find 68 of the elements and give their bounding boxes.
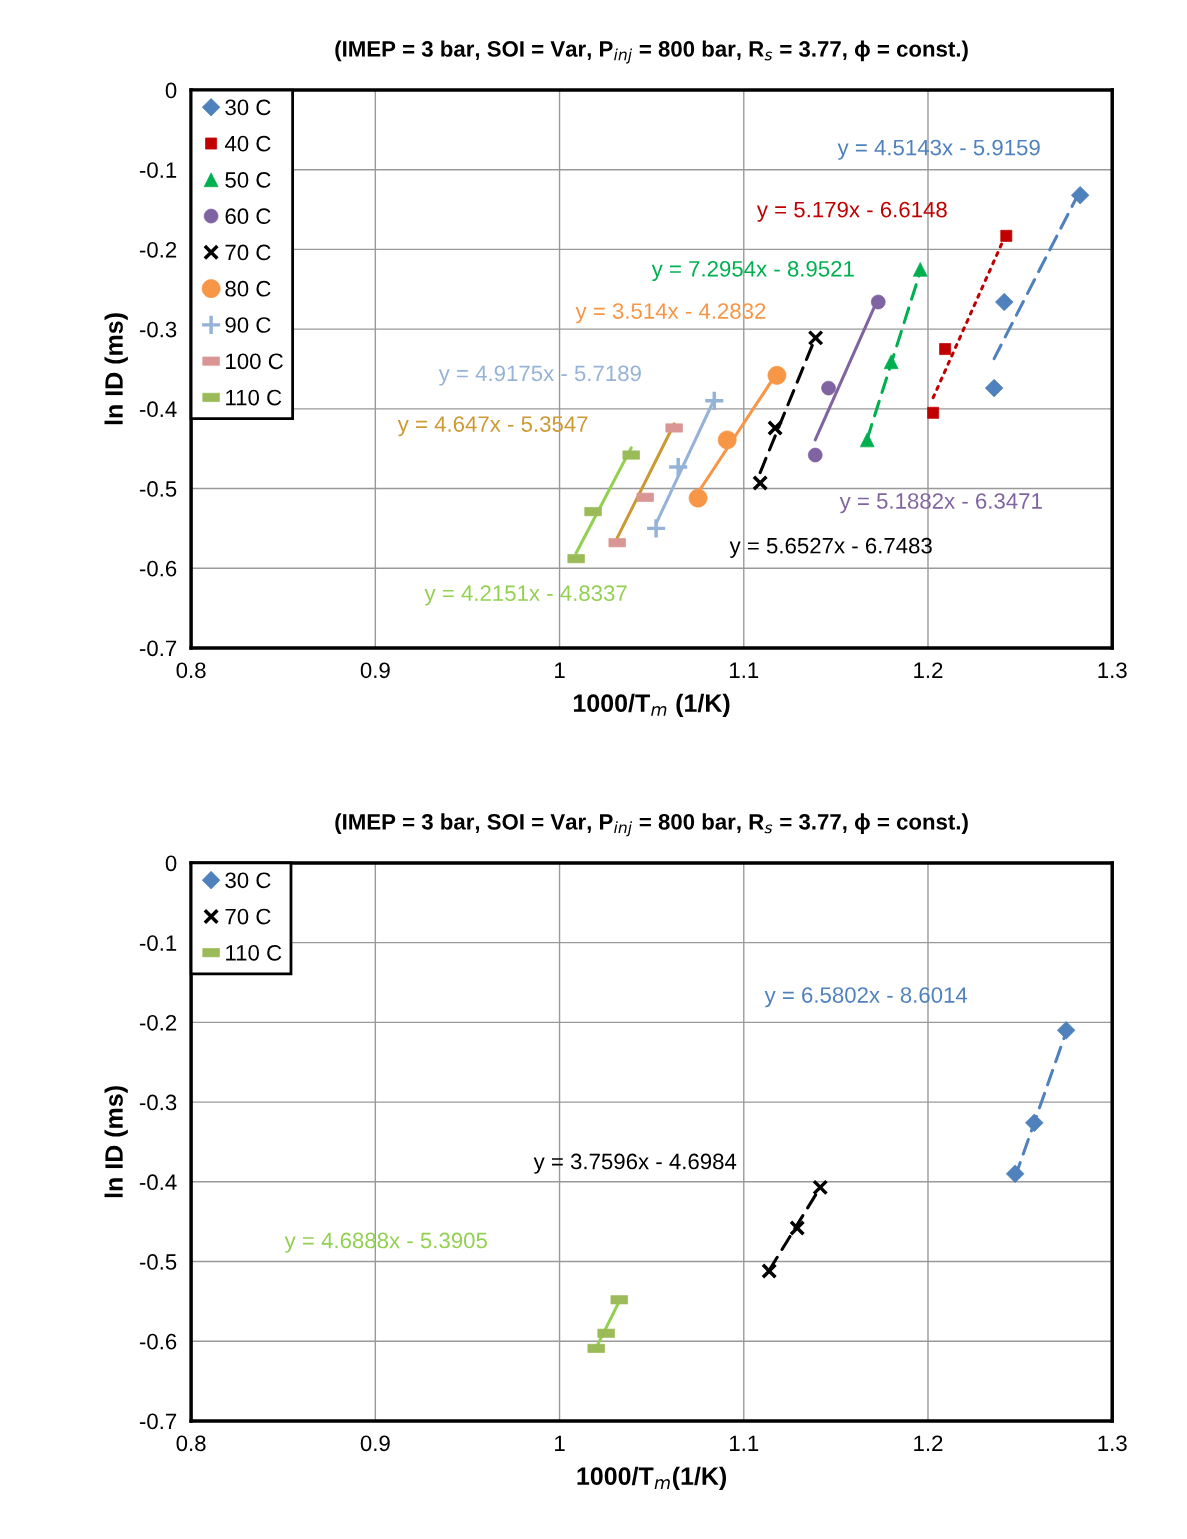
x-tick-label: 0.8 [176, 1435, 206, 1452]
x-tick-label: 1.2 [914, 662, 943, 678]
legend-label: 30 C [225, 872, 271, 889]
y-tick-label: -0.3 [139, 321, 177, 338]
x-tick-label: 1 [555, 662, 565, 678]
y-tick-label: -0.3 [139, 1094, 177, 1111]
point [767, 419, 784, 436]
point [995, 292, 1014, 312]
y-tick-label: -0.7 [139, 1413, 177, 1430]
y-tick-label: 0 [165, 855, 177, 872]
point [761, 1263, 778, 1280]
y-axis-title: ln ID (ms) [104, 1086, 128, 1198]
point [703, 390, 726, 412]
chart-title: (IMEP = 3 bar, SOI = Var, P$_{inj}$ = 800 bar, R$_{s}$ = 3.77, ϕ = const.) [335, 40, 968, 64]
annotation: y = 4.5143x - 5.9159 [837, 139, 1040, 160]
annotation: y = 3.514x - 4.2832 [575, 303, 766, 324]
legend-label: 110 C [226, 389, 282, 406]
chart-title: (IMEP = 3 bar, SOI = Var, P$_{inj}$ = 800 bar, R$_{s}$ = 3.77, ϕ = const.) [335, 813, 968, 837]
legend-label: 60 C [225, 208, 271, 225]
x-tick-label: 1 [555, 1435, 565, 1451]
x-tick-label: 1.2 [914, 1435, 943, 1451]
x-tick-label: 1.3 [1098, 1435, 1127, 1452]
point [807, 329, 824, 346]
y-tick-label: 0 [165, 82, 177, 99]
y-tick-label: -0.4 [139, 401, 177, 418]
legend-label: 50 C [225, 172, 271, 188]
y-tick-label: -0.1 [139, 162, 177, 178]
annotation: y = 6.5802x - 8.6014 [764, 987, 968, 1008]
y-tick-label: -0.1 [139, 935, 177, 951]
point [1056, 1021, 1076, 1040]
y-tick-label: -0.5 [139, 481, 177, 497]
x-axis-title: 1000/T$_{m}$ (1/K) [573, 693, 730, 717]
y-tick-label: -0.2 [139, 1014, 177, 1031]
legend-label: 70 C [225, 244, 271, 261]
y-tick-label: -0.2 [139, 241, 177, 258]
annotation: y = 5.1882x - 6.3471 [839, 493, 1042, 514]
legend-label: 100 C [226, 353, 283, 370]
legend-label: 30 C [225, 99, 271, 116]
y-tick-label: -0.4 [139, 1174, 177, 1191]
point [812, 1179, 829, 1196]
point [767, 365, 787, 385]
x-tick-label: 1.3 [1098, 662, 1127, 679]
y-tick-label: -0.6 [139, 560, 177, 577]
point [667, 456, 689, 478]
annotation: y = 4.647x - 5.3547 [397, 416, 588, 437]
point [789, 1220, 806, 1237]
x-tick-label: 1.1 [730, 662, 759, 678]
y-tick-label: -0.6 [139, 1333, 177, 1350]
annotation: y = 5.6527x - 6.7483 [729, 537, 932, 558]
x-tick-label: 1.1 [730, 1435, 759, 1451]
legend-label: 70 C [225, 908, 271, 925]
legend-label: 40 C [224, 135, 271, 152]
annotation: y = 7.2954x - 8.9521 [651, 260, 854, 282]
x-axis-title: 1000/T$_{m}$(1/K) [577, 1466, 727, 1490]
y-axis-title: ln ID (ms) [104, 313, 128, 425]
legend-label: 90 C [225, 317, 271, 333]
x-tick-label: 0.8 [176, 662, 206, 679]
x-tick-label: 0.9 [360, 1435, 390, 1452]
annotation: y = 3.7596x - 4.6984 [533, 1153, 737, 1174]
legend-label: 80 C [225, 280, 271, 297]
point [752, 474, 769, 491]
y-tick-label: -0.5 [139, 1254, 177, 1270]
x-tick-label: 0.9 [360, 662, 390, 679]
legend-label: 110 C [226, 944, 282, 961]
annotation: y = 4.9175x - 5.7189 [438, 365, 641, 386]
y-tick-label: -0.7 [139, 640, 177, 657]
annotation: y = 5.179x - 6.6148 [756, 201, 947, 222]
annotation: y = 4.2151x - 4.8337 [424, 585, 627, 606]
